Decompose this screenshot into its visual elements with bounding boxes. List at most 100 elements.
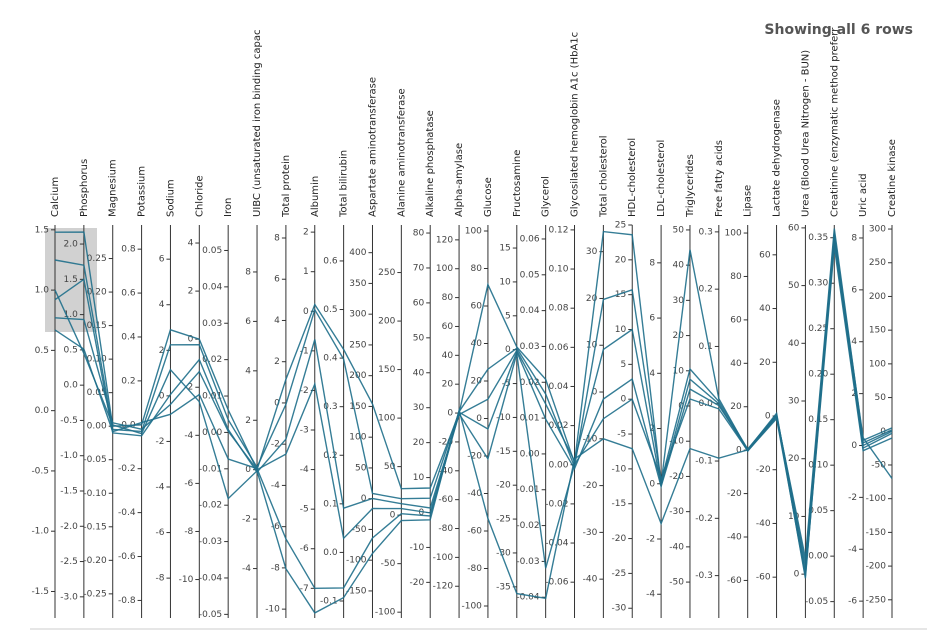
tick-label: -0.01 <box>199 464 222 474</box>
row-count: Showing all 6 rows <box>764 22 913 38</box>
tick-label: 250 <box>349 340 366 350</box>
tick-label: 20 <box>442 380 454 390</box>
tick-label: 250 <box>378 268 395 278</box>
tick-label: -0.06 <box>545 578 569 588</box>
axis-title: Total bilirubin <box>339 150 350 218</box>
tick-label: -6 <box>155 528 164 538</box>
tick-label: 60 <box>759 250 771 260</box>
tick-label: 2 <box>851 389 857 399</box>
axis-title: Albumin <box>310 176 321 217</box>
tick-label: 0.06 <box>548 343 568 353</box>
tick-label: 15 <box>499 244 510 254</box>
tick-label: 20 <box>759 358 771 368</box>
tick-label: 200 <box>869 292 886 302</box>
tick-label: 300 <box>869 225 886 235</box>
tick-label: 250 <box>869 258 886 268</box>
tick-label: -6 <box>184 479 193 489</box>
tick-label: 1.0 <box>64 310 79 320</box>
tick-label: -4 <box>184 431 193 441</box>
tick-label: 100 <box>349 433 366 443</box>
tick-label: -0.02 <box>516 521 539 531</box>
tick-label: 20 <box>470 377 482 387</box>
axis-title: Alpha-amylase <box>454 143 465 217</box>
tick-label: -30 <box>669 507 684 517</box>
tick-label: 0 <box>274 398 280 408</box>
axis-title: Free fatty acids <box>714 140 725 217</box>
tick-label: 150 <box>869 326 886 336</box>
tick-label: 40 <box>413 368 425 378</box>
tick-label: -50 <box>871 460 886 470</box>
tick-label: 0.04 <box>548 382 568 392</box>
tick-label: 10 <box>615 325 627 335</box>
tick-label: 10 <box>499 277 511 287</box>
tick-label: 8 <box>851 233 857 243</box>
tick-label: -4 <box>848 545 857 555</box>
tick-label: 0.35 <box>808 233 828 243</box>
tick-label: 8 <box>274 233 280 243</box>
tick-label: 0.00 <box>202 428 222 438</box>
axis-title: Glycosilated hemoglobin A1c (HbA1c <box>570 32 581 217</box>
tick-label: 0 <box>303 307 309 317</box>
tick-label: 0.10 <box>808 461 828 471</box>
tick-label: -2 <box>646 535 655 545</box>
tick-label: 0 <box>649 479 655 489</box>
tick-label: -20 <box>756 465 771 475</box>
tick-label: -25 <box>496 515 511 525</box>
tick-label: 70 <box>413 263 425 273</box>
tick-label: 0 <box>361 494 367 504</box>
tick-label: 6 <box>159 255 165 265</box>
tick-label: 30 <box>413 403 425 413</box>
tick-label: 0 <box>765 411 771 421</box>
tick-label: -0.2 <box>118 464 136 474</box>
tick-label: -1.5 <box>60 486 78 496</box>
axis-title: Magnesium <box>108 159 119 217</box>
tick-label: 0.00 <box>87 422 107 432</box>
tick-label: -0.1 <box>320 596 338 606</box>
tick-label: -8 <box>184 527 193 537</box>
tick-label: 4 <box>188 239 194 249</box>
tick-label: 0.01 <box>520 414 540 424</box>
tick-label: -1.5 <box>31 587 49 597</box>
tick-label: -10 <box>410 543 425 553</box>
tick-label: -0.05 <box>199 610 222 620</box>
tick-label: 2 <box>245 416 251 426</box>
tick-label: 0 <box>159 391 165 401</box>
tick-label: -2 <box>848 493 857 503</box>
tick-label: 60 <box>788 223 800 233</box>
tick-label: 4 <box>274 316 280 326</box>
tick-label: 0.04 <box>520 306 540 316</box>
tick-label: 120 <box>436 235 453 245</box>
tick-label: -0.20 <box>83 556 107 566</box>
tick-label: -4 <box>300 465 309 475</box>
axis-title: Triglycerides <box>685 154 696 218</box>
tick-label: -2 <box>184 383 193 393</box>
tick-label: 0.6 <box>323 256 338 266</box>
tick-label: -20 <box>583 481 598 491</box>
tick-label: 400 <box>349 248 366 258</box>
tick-label: 0.5 <box>64 345 78 355</box>
tick-label: 0.03 <box>202 319 222 329</box>
axis-title: Calcium <box>50 177 61 217</box>
tick-label: -40 <box>669 542 684 552</box>
tick-label: 10 <box>788 512 800 522</box>
tick-label: -20 <box>612 534 627 544</box>
tick-label: -100 <box>433 553 454 563</box>
axis-title: Aspartate aminotransferase <box>367 77 378 217</box>
tick-label: 0 <box>447 409 453 419</box>
axis-title: Uric acid <box>858 173 869 217</box>
tick-label: 40 <box>759 304 771 314</box>
tick-label: 2.0 <box>64 240 79 250</box>
tick-label: 0.12 <box>548 225 568 235</box>
tick-label: 30 <box>673 296 685 306</box>
tick-label: 0.00 <box>808 552 828 562</box>
tick-label: -0.4 <box>118 508 136 518</box>
axis-title: Chloride <box>194 175 205 217</box>
tick-label: -10 <box>265 605 280 615</box>
tick-label: 0.04 <box>202 282 222 292</box>
tick-label: -8 <box>155 574 164 584</box>
tick-label: 40 <box>442 351 454 361</box>
tick-label: -6 <box>848 597 857 607</box>
tick-label: 0 <box>245 465 251 475</box>
tick-label: 0.05 <box>87 388 107 398</box>
